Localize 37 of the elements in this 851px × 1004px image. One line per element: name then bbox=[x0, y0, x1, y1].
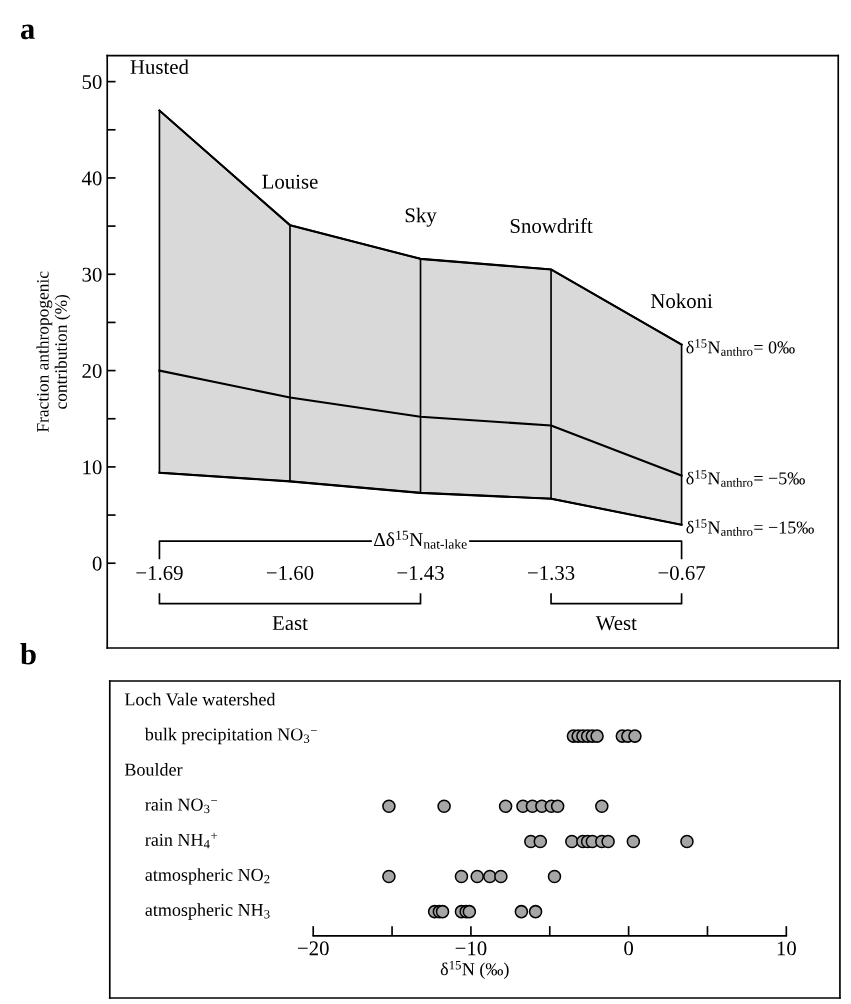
series-label: δ$^{15}$N$_{anthro}$= −5‰ bbox=[686, 470, 805, 487]
x-tick-label: Husted bbox=[130, 59, 189, 75]
series-label: δ$^{15}$N$_{anthro}$= 0‰ bbox=[686, 339, 795, 356]
x-tick-label: Snowdrift bbox=[510, 218, 593, 233]
y-tick-label: Boulder bbox=[124, 763, 183, 776]
series-label: δ$^{15}$N$_{anthro}$= −15‰ bbox=[686, 519, 814, 536]
x-axis-title: δ$^{15}$N (‰) bbox=[440, 960, 509, 979]
y-tick-label: atmospheric NO$_{2}$ bbox=[145, 868, 270, 885]
x-tick-label: −10 bbox=[455, 941, 487, 956]
y-tick-label: Loch Vale watershed bbox=[124, 692, 276, 706]
y-tick-label: 20 bbox=[82, 363, 102, 379]
x-tick-label: −20 bbox=[297, 941, 329, 956]
y-tick-label: 0 bbox=[92, 556, 102, 571]
x-tick-label: Sky bbox=[405, 207, 437, 227]
y-tick-label: 50 bbox=[82, 75, 102, 90]
annotation: −0.67 bbox=[658, 565, 706, 581]
y-tick-label: 40 bbox=[81, 171, 102, 186]
annotation: −1.60 bbox=[266, 565, 314, 581]
y-tick-label: atmospheric NH$_{3}$ bbox=[145, 903, 270, 920]
y-tick-label: rain NO$_{3}$$^{−}$ bbox=[145, 798, 218, 814]
y-tick-label: bulk precipitation NO$_{3}$$^{−}$ bbox=[144, 727, 317, 745]
annotation: Δδ$^{15}$N$_{nat-lake}$ bbox=[374, 530, 467, 549]
y-tick-label: 30 bbox=[82, 267, 102, 282]
chart-title: a bbox=[20, 24, 35, 40]
x-tick-label: Louise bbox=[262, 174, 318, 189]
annotation: −1.69 bbox=[136, 565, 183, 581]
x-tick-label: 10 bbox=[777, 941, 796, 956]
y-tick-label: 10 bbox=[83, 460, 102, 475]
y-tick-label: rain NH$_{4}$$^{+}$ bbox=[145, 832, 218, 849]
annotation: East bbox=[272, 616, 308, 631]
chart-title: b bbox=[20, 643, 36, 665]
x-tick-label: Nokoni bbox=[650, 293, 713, 309]
x-tick-label: 0 bbox=[624, 941, 634, 956]
annotation: −1.33 bbox=[527, 565, 575, 581]
y-axis-title: Fraction anthropogenic contribution (%) bbox=[36, 271, 71, 433]
annotation: West bbox=[595, 616, 637, 631]
annotation: −1.43 bbox=[397, 565, 444, 581]
